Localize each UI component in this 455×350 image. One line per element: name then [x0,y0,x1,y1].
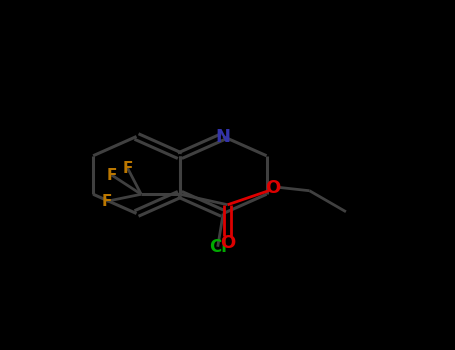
Text: F: F [106,168,117,182]
Text: O: O [220,233,235,252]
Text: N: N [216,127,231,146]
Text: Cl: Cl [209,238,227,256]
Text: O: O [266,179,281,197]
Text: F: F [122,161,133,175]
Text: F: F [102,194,112,209]
